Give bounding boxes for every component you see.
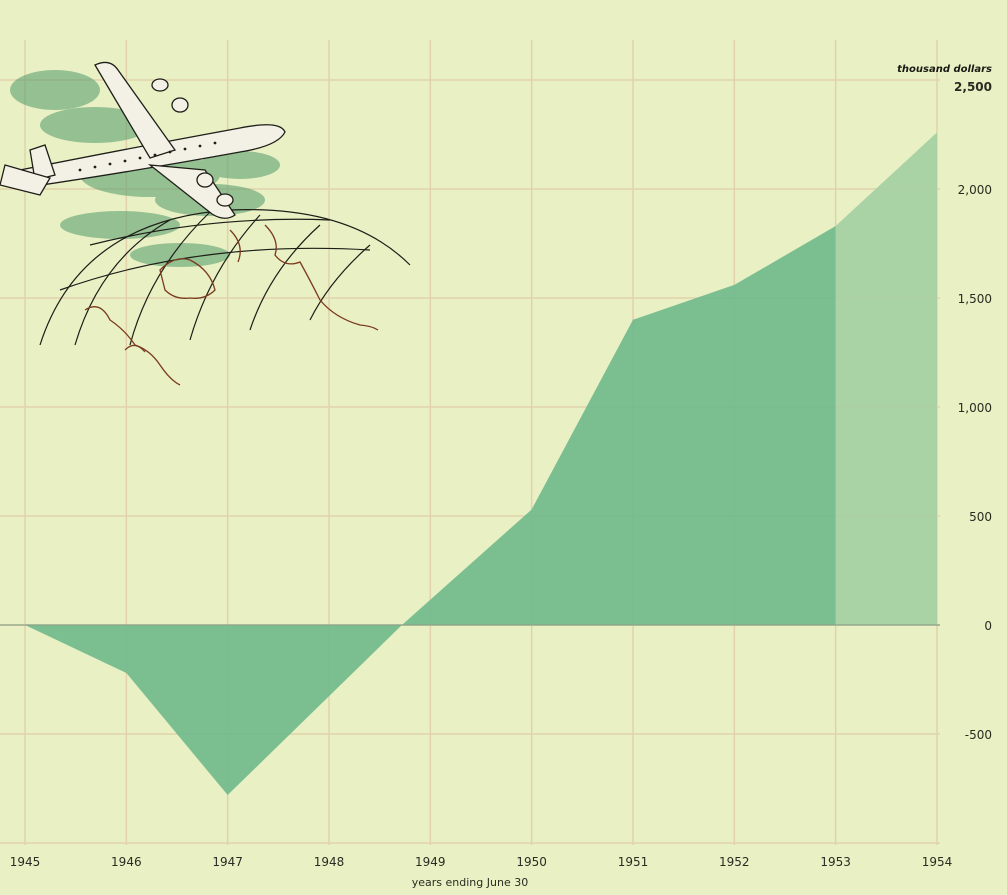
x-tick-label-1951: 1951 [618,855,649,869]
x-tick-label-1954: 1954 [922,855,953,869]
x-tick-label-1949: 1949 [415,855,446,869]
y-tick-label: 500 [969,510,992,524]
y-tick-label: 1,000 [958,401,992,415]
area-series [0,132,940,796]
x-tick-label-1952: 1952 [719,855,750,869]
y-tick-label: 0 [984,619,992,633]
tick-labels: 1945 1946 1947 1948 1949 1950 1951 1952 1953 1954… [10,80,992,869]
y-tick-label: 2,000 [958,183,992,197]
y-tick-label: 1,500 [958,292,992,306]
x-tick-label-1948: 1948 [314,855,345,869]
x-axis-label: years ending June 30 [412,876,528,889]
x-tick-label-1946: 1946 [111,855,142,869]
y-tick-label: 2,500 [954,80,992,94]
area-series-estimate [835,132,937,625]
x-tick-label-1947: 1947 [212,855,243,869]
area-series-actual [25,226,836,796]
y-unit-label: thousand dollars [897,64,992,75]
airplane-over-globe-icon [0,61,411,386]
x-tick-label-1953: 1953 [820,855,851,869]
y-tick-label: -500 [965,728,992,742]
x-tick-label-1945: 1945 [10,855,41,869]
x-tick-label-1950: 1950 [516,855,547,869]
